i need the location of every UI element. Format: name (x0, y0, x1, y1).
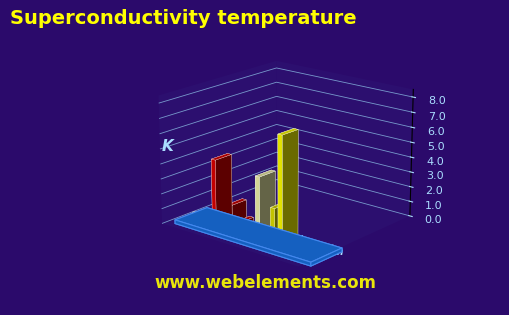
Text: Superconductivity temperature: Superconductivity temperature (10, 9, 356, 28)
Text: www.webelements.com: www.webelements.com (154, 274, 376, 293)
